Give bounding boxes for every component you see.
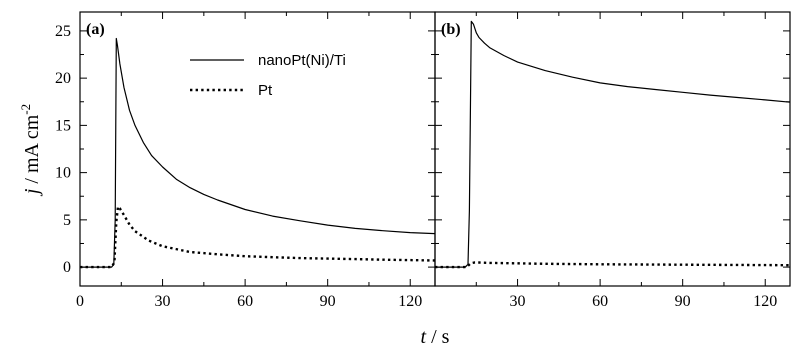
x-tick-label: 120	[398, 293, 422, 310]
panel-a-label: (a)	[86, 21, 105, 38]
series-line-pt	[435, 261, 791, 269]
x-tick-label: 60	[592, 293, 608, 310]
x-tick-label: 0	[76, 293, 84, 310]
x-axis-var: t	[421, 326, 427, 348]
y-tick-label: 0	[63, 259, 71, 276]
x-tick-label: 30	[155, 293, 171, 310]
panel-b: 30 60 90 120 (b)	[434, 11, 791, 310]
y-tick-label: 20	[55, 70, 71, 87]
series-line-pt	[80, 205, 436, 269]
panel-a-lines	[80, 37, 436, 269]
x-tick-label: 30	[510, 293, 526, 310]
panel-b-lines	[435, 20, 791, 269]
panel-b-frame	[434, 11, 791, 287]
x-tick-label: 120	[753, 293, 777, 310]
y-tick-label: 10	[55, 165, 71, 182]
y-tick-label: 25	[55, 23, 71, 40]
x-tick-label: 60	[237, 293, 253, 310]
x-tick-label: 90	[320, 293, 336, 310]
x-axis-unit: / s	[426, 326, 450, 348]
legend: nanoPt(Ni)/Ti Pt	[190, 52, 346, 99]
y-axis-unit: / mA cm	[21, 114, 43, 188]
legend-label-nanopt: nanoPt(Ni)/Ti	[258, 52, 346, 69]
y-axis-var: j	[21, 188, 43, 197]
y-tick-label: 15	[55, 117, 71, 134]
y-axis-unit-exponent: -2	[18, 104, 33, 115]
x-tick-label: 90	[675, 293, 691, 310]
x-axis-title: t / s	[421, 326, 450, 348]
panel-a-ticks: 0 30 60 90 120 0 5 10 15 20 25	[55, 12, 435, 310]
panel-b-ticks: 30 60 90 120	[434, 12, 790, 310]
legend-label-pt: Pt	[258, 82, 273, 99]
series-line-nanopt	[80, 37, 436, 268]
y-axis-title: j / mA cm-2	[18, 104, 43, 197]
series-line-nanopt	[435, 20, 791, 268]
panel-a: 0 30 60 90 120 0 5 10 15 20 25 (a) nanoPt(Ni)/Ti P…	[55, 11, 436, 310]
panel-b-label: (b)	[441, 21, 461, 38]
y-tick-label: 5	[63, 212, 71, 229]
